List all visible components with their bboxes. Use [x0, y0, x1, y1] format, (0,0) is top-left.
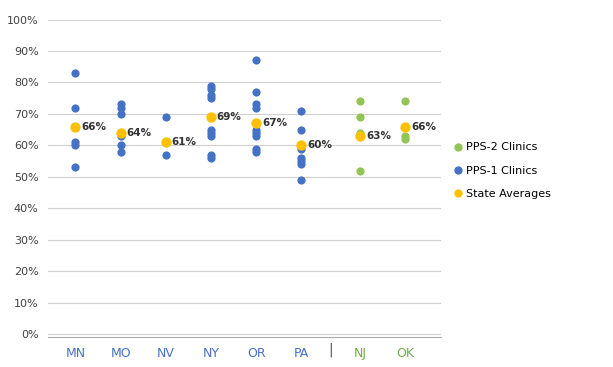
Text: 66%: 66% [411, 121, 436, 131]
Point [206, 114, 216, 120]
Point [161, 152, 170, 158]
Point [116, 149, 126, 155]
Point [355, 130, 365, 136]
Point [206, 86, 216, 92]
Point [297, 142, 306, 148]
Point [70, 70, 80, 76]
Point [355, 133, 365, 139]
Point [206, 155, 216, 161]
Point [297, 108, 306, 114]
Point [206, 130, 216, 136]
Point [70, 139, 80, 145]
Point [161, 139, 170, 145]
Text: 60%: 60% [307, 141, 332, 150]
Point [251, 133, 261, 139]
Point [70, 105, 80, 110]
Point [251, 58, 261, 63]
Point [161, 114, 170, 120]
Point [116, 105, 126, 110]
Text: 66%: 66% [82, 121, 106, 131]
Point [251, 89, 261, 95]
Point [251, 127, 261, 132]
Text: 64%: 64% [126, 128, 151, 138]
Point [251, 149, 261, 155]
Point [251, 146, 261, 152]
Point [251, 102, 261, 108]
Point [206, 152, 216, 158]
Point [70, 142, 80, 148]
Point [355, 98, 365, 104]
Point [206, 133, 216, 139]
Point [355, 133, 365, 139]
Point [400, 98, 410, 104]
Point [297, 127, 306, 132]
Point [297, 158, 306, 164]
Point [206, 92, 216, 98]
Text: 67%: 67% [262, 119, 287, 128]
Point [206, 127, 216, 132]
Point [251, 130, 261, 136]
Point [116, 102, 126, 108]
Text: 69%: 69% [217, 112, 242, 122]
Point [70, 164, 80, 170]
Point [400, 136, 410, 142]
Text: 63%: 63% [366, 131, 391, 141]
Point [297, 177, 306, 183]
Point [251, 105, 261, 110]
Point [297, 155, 306, 161]
Text: 61%: 61% [172, 137, 197, 147]
Point [297, 146, 306, 152]
Point [206, 83, 216, 88]
Point [116, 130, 126, 136]
Point [297, 161, 306, 167]
Point [355, 114, 365, 120]
Text: |: | [329, 342, 333, 357]
Point [116, 142, 126, 148]
Point [355, 168, 365, 174]
Point [116, 111, 126, 117]
Point [70, 124, 80, 130]
Point [116, 133, 126, 139]
Point [400, 133, 410, 139]
Point [400, 124, 410, 130]
Point [206, 95, 216, 101]
Legend: PPS-2 Clinics, PPS-1 Clinics, State Averages: PPS-2 Clinics, PPS-1 Clinics, State Aver… [451, 138, 556, 204]
Point [251, 120, 261, 126]
